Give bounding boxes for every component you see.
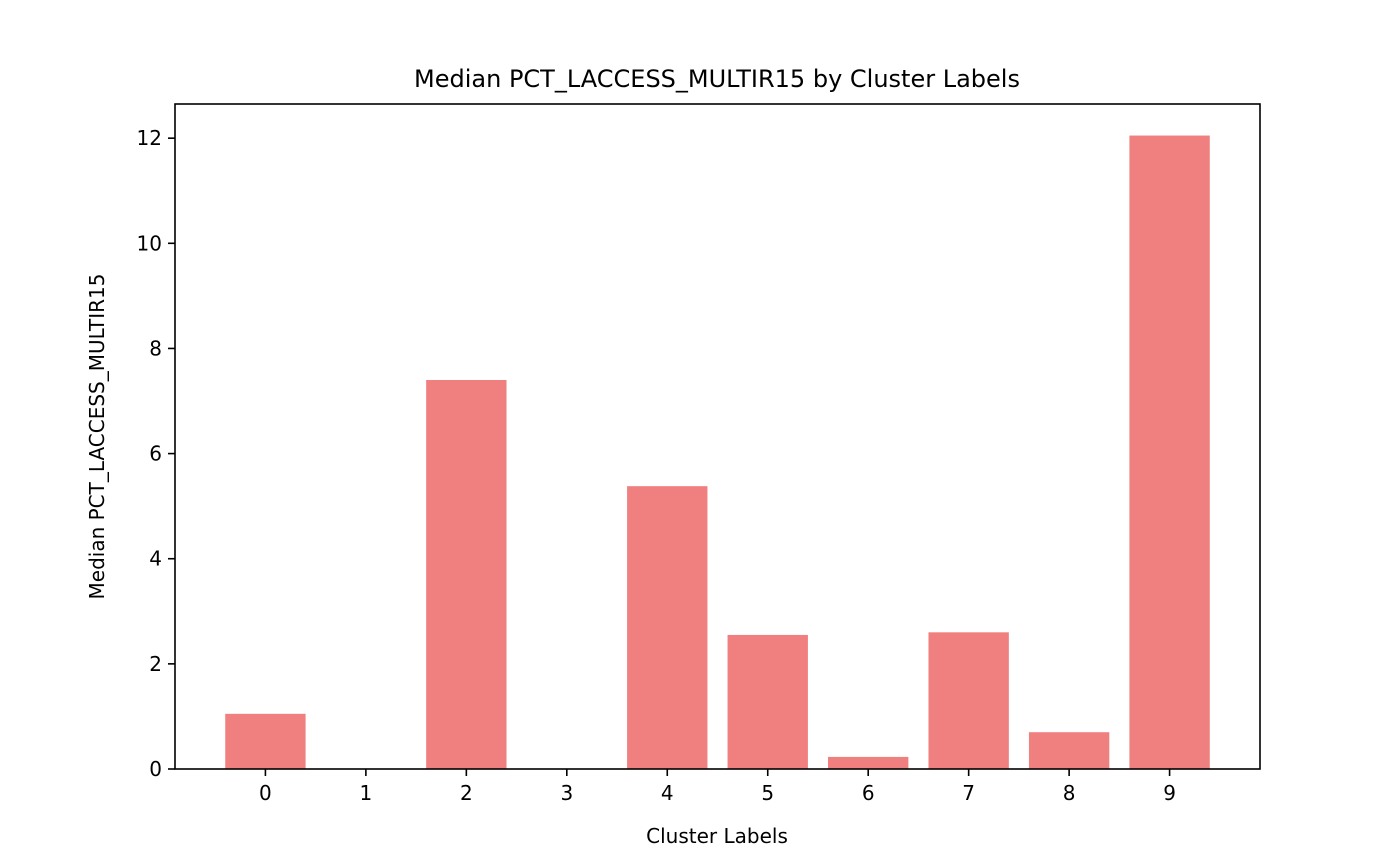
x-tick-label: 0 [259, 781, 272, 805]
bar-cluster-7 [928, 632, 1009, 769]
x-tick-label: 4 [661, 781, 674, 805]
x-tick-label: 3 [560, 781, 573, 805]
bar-cluster-6 [828, 756, 909, 769]
x-tick-label: 1 [360, 781, 373, 805]
y-axis: 0 2 4 6 8 10 12 [137, 126, 175, 781]
x-tick-label: 2 [460, 781, 473, 805]
plot-frame [174, 103, 1261, 770]
x-axis-label: Cluster Labels [646, 824, 788, 848]
bar-cluster-8 [1028, 732, 1110, 769]
y-tick-label: 0 [149, 757, 162, 781]
bar-cluster-5 [727, 634, 808, 769]
x-tick-label: 5 [761, 781, 774, 805]
x-tick-label: 9 [1163, 781, 1176, 805]
x-tick-label: 8 [1063, 781, 1076, 805]
bar-cluster-0 [225, 713, 306, 769]
y-axis-label: Median PCT_LACCESS_MULTIR15 [85, 274, 109, 600]
x-tick-label: 6 [862, 781, 875, 805]
y-tick-label: 6 [149, 442, 162, 466]
bar-cluster-2 [426, 379, 507, 769]
bar-cluster-4 [627, 486, 708, 769]
y-tick-label: 2 [149, 652, 162, 676]
y-tick-label: 8 [149, 336, 162, 360]
y-tick-label: 10 [137, 231, 162, 255]
y-tick-label: 4 [149, 547, 162, 571]
bars-layer [225, 135, 1210, 770]
x-tick-label: 7 [962, 781, 975, 805]
chart-title: Median PCT_LACCESS_MULTIR15 by Cluster L… [414, 65, 1020, 93]
x-axis: 0 1 2 3 4 5 6 7 8 9 [259, 769, 1176, 805]
y-tick-label: 12 [137, 126, 162, 150]
bar-cluster-9 [1129, 135, 1210, 770]
